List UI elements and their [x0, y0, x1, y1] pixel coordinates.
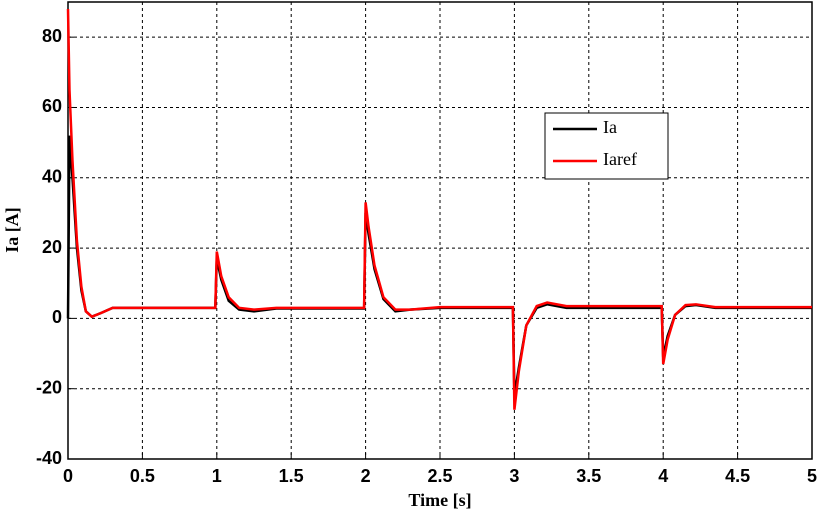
legend-label: Ia	[603, 117, 617, 137]
x-tick-label: 3	[509, 466, 519, 486]
x-tick-label: 0	[63, 466, 73, 486]
y-tick-label: 60	[42, 96, 62, 116]
y-tick-label: 20	[42, 237, 62, 257]
y-tick-label: -20	[36, 377, 62, 397]
x-tick-label: 1	[212, 466, 222, 486]
y-tick-label: 40	[42, 167, 62, 187]
x-tick-label: 3.5	[576, 466, 601, 486]
x-tick-label: 2	[361, 466, 371, 486]
line-series	[66, 9, 812, 410]
y-tick-label: -40	[36, 448, 62, 468]
x-tick-label: 4.5	[725, 466, 750, 486]
x-tick-label: 2.5	[427, 466, 452, 486]
legend-box	[544, 112, 669, 180]
x-tick-label: 1.5	[279, 466, 304, 486]
y-tick-label: 0	[52, 307, 62, 327]
x-tick-label: 0.5	[130, 466, 155, 486]
x-tick-label: 5	[807, 466, 817, 486]
y-axis-label: Ia [A]	[2, 207, 22, 253]
x-tick-label: 4	[658, 466, 668, 486]
y-tick-label: 80	[42, 26, 62, 46]
x-axis-label: Time [s]	[408, 490, 471, 510]
legend-label: Iaref	[603, 149, 637, 169]
